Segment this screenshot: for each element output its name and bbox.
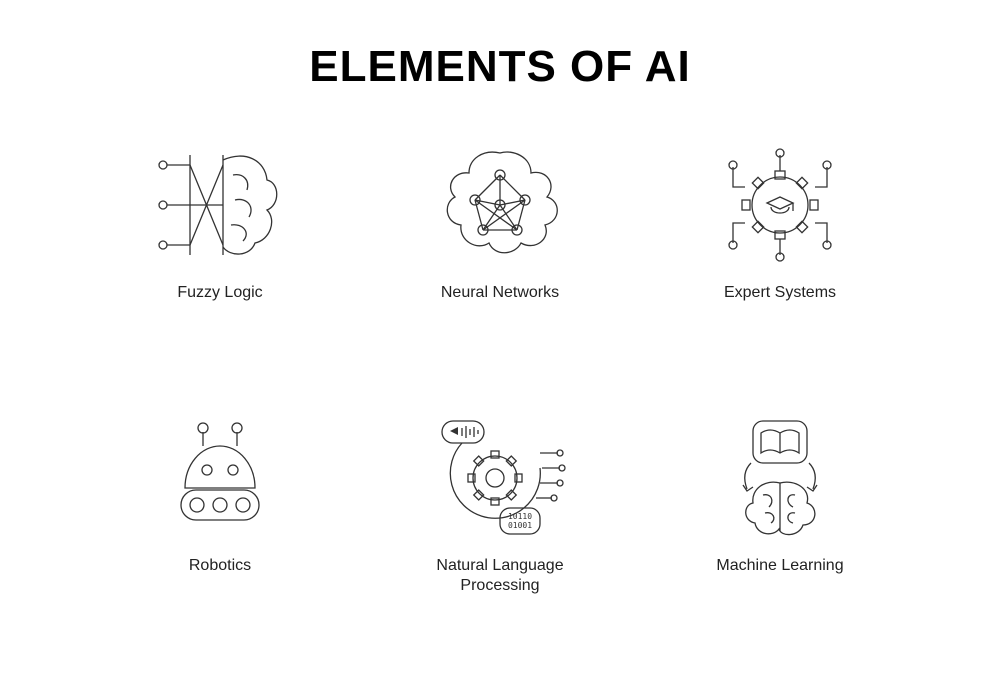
- fuzzy-logic-icon: [150, 135, 290, 275]
- label-fuzzy-logic: Fuzzy Logic: [177, 283, 262, 304]
- svg-text:01001: 01001: [508, 521, 532, 530]
- cell-fuzzy-logic: Fuzzy Logic: [100, 135, 340, 368]
- svg-text:10110: 10110: [508, 512, 532, 521]
- nlp-icon: 10110 01001: [430, 408, 570, 548]
- expert-systems-icon: [710, 135, 850, 275]
- cell-robotics: Robotics: [100, 408, 340, 641]
- label-robotics: Robotics: [189, 556, 251, 577]
- icon-grid: Fuzzy Logic: [100, 135, 900, 640]
- cell-neural-networks: Neural Networks: [380, 135, 620, 368]
- label-expert-systems: Expert Systems: [724, 283, 836, 304]
- cell-nlp: 10110 01001 Natural Language Processing: [380, 408, 620, 641]
- label-neural-networks: Neural Networks: [441, 283, 559, 304]
- neural-networks-icon: [430, 135, 570, 275]
- page-title: ELEMENTS OF AI: [0, 42, 1000, 92]
- machine-learning-icon: [710, 408, 850, 548]
- label-machine-learning: Machine Learning: [716, 556, 843, 577]
- robotics-icon: [150, 408, 290, 548]
- cell-machine-learning: Machine Learning: [660, 408, 900, 641]
- label-nlp: Natural Language Processing: [436, 556, 563, 598]
- cell-expert-systems: Expert Systems: [660, 135, 900, 368]
